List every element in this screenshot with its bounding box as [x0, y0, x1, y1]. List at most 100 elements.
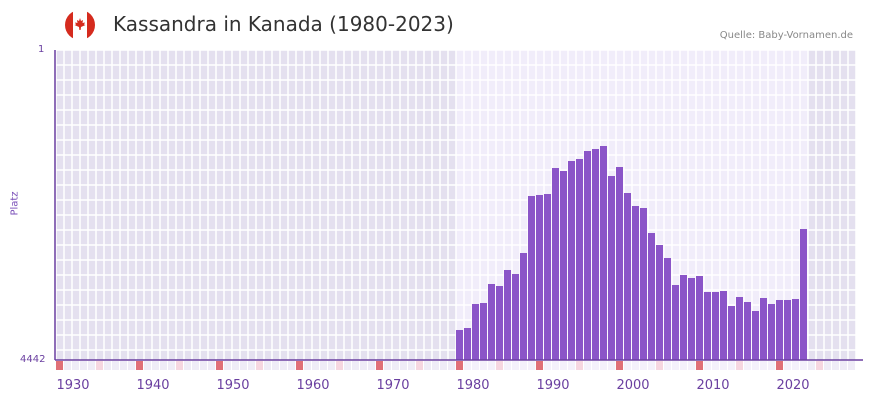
year-marker — [808, 361, 815, 370]
year-marker — [392, 361, 399, 370]
year-marker — [664, 361, 671, 370]
year-marker — [256, 361, 263, 370]
bar[interactable] — [456, 330, 463, 360]
bar[interactable] — [528, 196, 535, 360]
x-tick-label: 1970 — [376, 378, 409, 393]
bar[interactable] — [744, 302, 751, 360]
year-marker — [752, 361, 759, 370]
year-marker — [296, 361, 303, 370]
year-marker — [744, 361, 751, 370]
year-marker — [816, 361, 823, 370]
bar[interactable] — [480, 303, 487, 360]
source-label[interactable]: Quelle: Baby-Vornamen.de — [719, 30, 853, 41]
year-marker — [584, 361, 591, 370]
bar[interactable] — [776, 300, 783, 360]
year-marker — [544, 361, 551, 370]
bar[interactable] — [584, 151, 591, 360]
year-marker — [536, 361, 543, 370]
bar[interactable] — [464, 328, 471, 360]
bar[interactable] — [672, 285, 679, 360]
year-marker — [128, 361, 135, 370]
year-marker — [408, 361, 415, 370]
year-marker — [208, 361, 215, 370]
bar[interactable] — [656, 245, 663, 360]
year-marker — [624, 361, 631, 370]
year-marker — [760, 361, 767, 370]
year-marker — [144, 361, 151, 370]
bar[interactable] — [680, 275, 687, 360]
year-marker — [280, 361, 287, 370]
bar[interactable] — [472, 304, 479, 360]
year-marker — [320, 361, 327, 370]
year-marker — [344, 361, 351, 370]
year-marker — [304, 361, 311, 370]
year-marker — [352, 361, 359, 370]
y-tick-top: 1 — [38, 44, 45, 55]
bar[interactable] — [536, 195, 543, 360]
bar[interactable] — [752, 311, 759, 360]
x-tick-label: 1950 — [216, 378, 249, 393]
bar[interactable] — [568, 161, 575, 360]
year-marker — [840, 361, 847, 370]
bar[interactable] — [496, 286, 503, 360]
bar[interactable] — [616, 167, 623, 360]
year-marker — [472, 361, 479, 370]
y-tick-bottom: 4442 — [20, 354, 46, 365]
year-marker — [800, 361, 807, 370]
bar[interactable] — [800, 229, 807, 360]
bar[interactable] — [784, 300, 791, 360]
bar[interactable] — [512, 274, 519, 360]
year-marker — [680, 361, 687, 370]
year-marker — [832, 361, 839, 370]
bar[interactable] — [648, 233, 655, 360]
bar[interactable] — [576, 159, 583, 360]
bar[interactable] — [520, 253, 527, 360]
bar[interactable] — [600, 146, 607, 360]
year-marker — [248, 361, 255, 370]
bar[interactable] — [720, 291, 727, 360]
bar[interactable] — [664, 258, 671, 360]
bar[interactable] — [712, 292, 719, 360]
year-marker — [416, 361, 423, 370]
bar[interactable] — [504, 270, 511, 360]
bar[interactable] — [544, 194, 551, 360]
bar[interactable] — [632, 206, 639, 360]
bar[interactable] — [768, 304, 775, 360]
year-marker — [88, 361, 95, 370]
year-marker — [528, 361, 535, 370]
bar[interactable] — [552, 168, 559, 360]
year-marker — [480, 361, 487, 370]
year-marker — [728, 361, 735, 370]
year-marker — [384, 361, 391, 370]
year-marker — [512, 361, 519, 370]
x-tick-label: 2010 — [696, 378, 729, 393]
bar[interactable] — [688, 278, 695, 360]
year-marker — [376, 361, 383, 370]
bar[interactable] — [640, 208, 647, 360]
year-marker — [136, 361, 143, 370]
bar[interactable] — [488, 284, 495, 360]
year-marker — [168, 361, 175, 370]
year-marker — [656, 361, 663, 370]
year-marker — [616, 361, 623, 370]
bar[interactable] — [792, 299, 799, 360]
year-marker — [216, 361, 223, 370]
bar[interactable] — [728, 306, 735, 360]
bar[interactable] — [760, 298, 767, 360]
bar[interactable] — [704, 292, 711, 360]
bar[interactable] — [592, 149, 599, 360]
bar[interactable] — [560, 171, 567, 360]
year-marker — [64, 361, 71, 370]
year-marker — [824, 361, 831, 370]
bar[interactable] — [608, 176, 615, 360]
bar[interactable] — [624, 193, 631, 360]
bar[interactable] — [736, 297, 743, 360]
year-marker — [496, 361, 503, 370]
bar[interactable] — [696, 276, 703, 360]
year-marker — [400, 361, 407, 370]
year-marker — [200, 361, 207, 370]
x-tick-label: 1930 — [56, 378, 89, 393]
year-marker — [704, 361, 711, 370]
year-marker — [464, 361, 471, 370]
